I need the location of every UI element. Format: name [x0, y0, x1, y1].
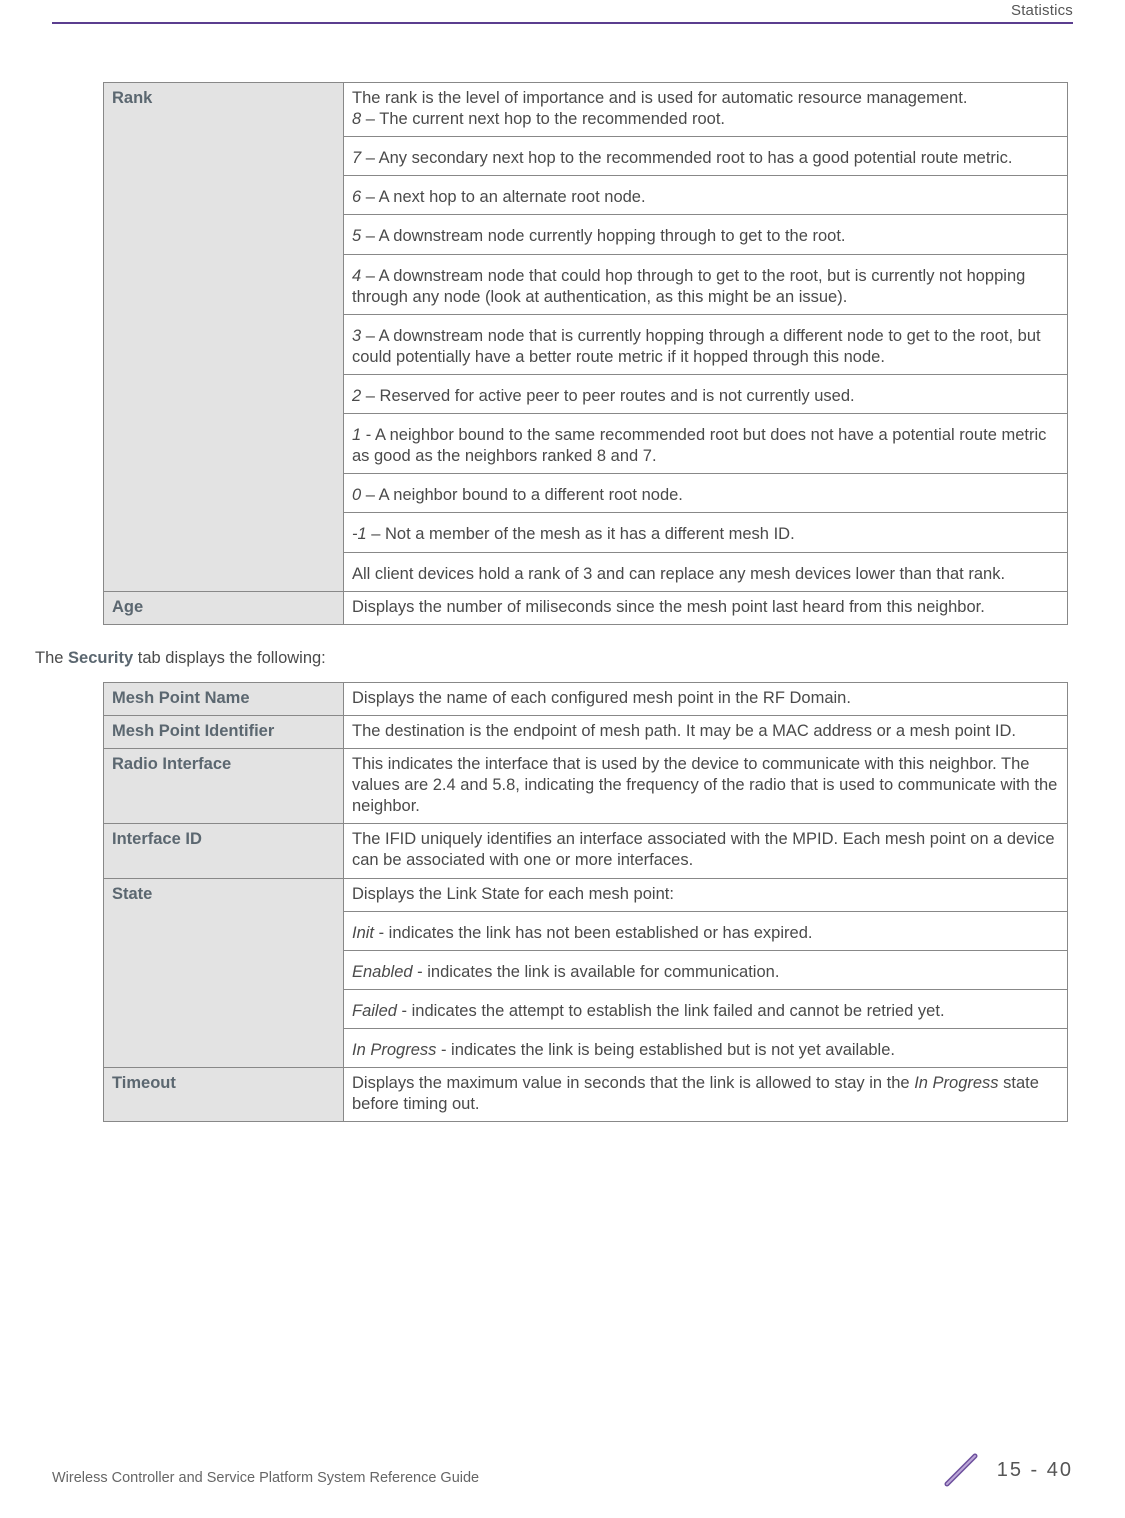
security-desc: Enabled - indicates the link is availabl… [344, 950, 1068, 989]
rank-desc: 6 – A next hop to an alternate root node… [344, 176, 1068, 215]
security-desc: Displays the maximum value in seconds th… [344, 1068, 1068, 1122]
table-row: TimeoutDisplays the maximum value in sec… [104, 1068, 1068, 1122]
table-row: Radio InterfaceThis indicates the interf… [104, 748, 1068, 823]
lead-italic: 3 [352, 327, 361, 345]
security-desc: Failed - indicates the attempt to establ… [344, 989, 1068, 1028]
table-row: Interface IDThe IFID uniquely identifies… [104, 824, 1068, 878]
rank-desc: -1 – Not a member of the mesh as it has … [344, 513, 1068, 552]
table-security: Mesh Point NameDisplays the name of each… [103, 682, 1068, 1123]
security-desc: The IFID uniquely identifies an interfac… [344, 824, 1068, 878]
lead-italic: 7 [352, 149, 361, 167]
lead-italic: In Progress [352, 1041, 436, 1059]
rank-desc: 0 – A neighbor bound to a different root… [344, 474, 1068, 513]
security-label: Mesh Point Identifier [104, 715, 344, 748]
caption-post: tab displays the following: [133, 649, 326, 667]
table-rank-age: RankThe rank is the level of importance … [103, 82, 1068, 625]
rank-desc: 3 – A downstream node that is currently … [344, 314, 1068, 374]
security-caption: The Security tab displays the following: [35, 649, 1068, 668]
lead-italic: 5 [352, 227, 361, 245]
lead-italic: 4 [352, 267, 361, 285]
lead-italic: Failed [352, 1002, 397, 1020]
security-desc: Displays the Link State for each mesh po… [344, 878, 1068, 911]
table-row: StateDisplays the Link State for each me… [104, 878, 1068, 911]
security-label: State [104, 878, 344, 1068]
security-label: Interface ID [104, 824, 344, 878]
rank-desc: 4 – A downstream node that could hop thr… [344, 254, 1068, 314]
table-row: AgeDisplays the number of miliseconds si… [104, 591, 1068, 624]
footer-page-group: 15 - 40 [939, 1448, 1073, 1492]
security-desc: Init - indicates the link has not been e… [344, 911, 1068, 950]
security-desc: In Progress - indicates the link is bein… [344, 1028, 1068, 1067]
header-rule [52, 22, 1073, 24]
lead-italic: -1 [352, 525, 367, 543]
security-label: Radio Interface [104, 748, 344, 823]
page-number: 15 - 40 [997, 1459, 1073, 1482]
caption-pre: The [35, 649, 68, 667]
rank-label: Age [104, 591, 344, 624]
header-chapter-title: Statistics [1011, 2, 1073, 19]
lead-italic: 0 [352, 486, 361, 504]
table-row: RankThe rank is the level of importance … [104, 83, 1068, 137]
caption-bold: Security [68, 649, 133, 667]
lead-italic: Enabled [352, 963, 413, 981]
table-row: Mesh Point NameDisplays the name of each… [104, 682, 1068, 715]
security-desc: Displays the name of each configured mes… [344, 682, 1068, 715]
slash-icon [939, 1448, 983, 1492]
security-desc: This indicates the interface that is use… [344, 748, 1068, 823]
rank-desc: 7 – Any secondary next hop to the recomm… [344, 137, 1068, 176]
rank-desc: 2 – Reserved for active peer to peer rou… [344, 374, 1068, 413]
rank-desc: 5 – A downstream node currently hopping … [344, 215, 1068, 254]
rank-desc: Displays the number of miliseconds since… [344, 591, 1068, 624]
table-row: Mesh Point IdentifierThe destination is … [104, 715, 1068, 748]
lead-italic: 6 [352, 188, 361, 206]
lead-italic: Init [352, 924, 374, 942]
security-label: Mesh Point Name [104, 682, 344, 715]
rank-desc: 1 - A neighbor bound to the same recomme… [344, 414, 1068, 474]
security-desc: The destination is the endpoint of mesh … [344, 715, 1068, 748]
rank-desc: The rank is the level of importance and … [344, 83, 1068, 137]
footer-doc-title: Wireless Controller and Service Platform… [52, 1470, 479, 1486]
security-label: Timeout [104, 1068, 344, 1122]
lead-italic: 2 [352, 387, 361, 405]
lead-italic: 1 [352, 426, 361, 444]
rank-label: Rank [104, 83, 344, 592]
rank-desc: All client devices hold a rank of 3 and … [344, 552, 1068, 591]
